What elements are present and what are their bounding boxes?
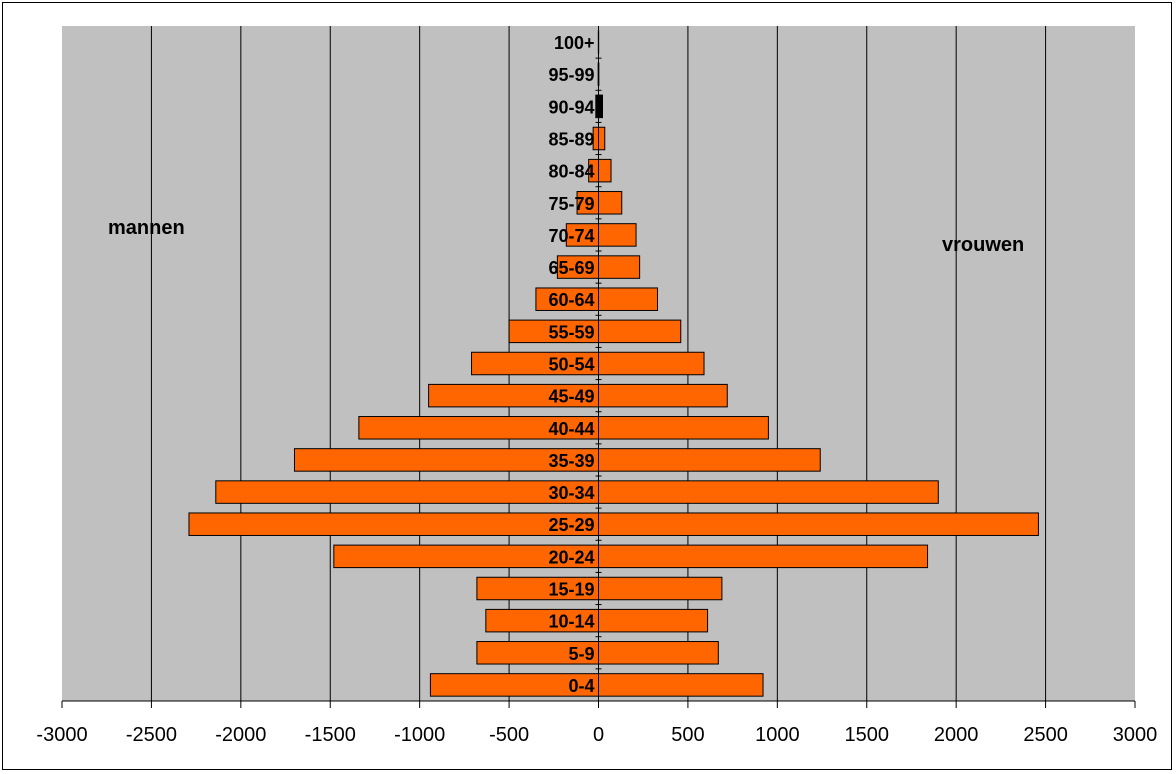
bar-vrouwen-55-59 bbox=[598, 319, 682, 344]
bar-vrouwen-45-49 bbox=[598, 383, 728, 408]
category-label: 30-34 bbox=[548, 483, 594, 503]
x-tick-label: 500 bbox=[671, 724, 704, 746]
category-label: 50-54 bbox=[548, 355, 594, 375]
bar-vrouwen-90-94 bbox=[598, 94, 603, 119]
bar-vrouwen-35-39 bbox=[598, 448, 821, 472]
bar-vrouwen-10-14 bbox=[598, 608, 709, 633]
category-label: 60-64 bbox=[548, 290, 594, 310]
x-axis: -3000 -2500 -2000 -1500 -1000 -500 0 500 1000 150… bbox=[36, 26, 1157, 746]
bar-vrouwen-70-74 bbox=[598, 223, 637, 247]
bar-vrouwen-65-69 bbox=[598, 255, 641, 279]
x-tick-label: 0 bbox=[593, 724, 604, 746]
category-labels: 0-4 5-9 10-14 15-19 20-24 25-29 30-34 35-39 40-4… bbox=[548, 33, 594, 696]
category-label: 40-44 bbox=[548, 419, 594, 439]
bar-vrouwen-75-79 bbox=[598, 191, 623, 215]
x-tick-label: 3000 bbox=[1113, 724, 1158, 746]
category-label: 80-84 bbox=[548, 162, 594, 182]
x-tick-label: -1000 bbox=[394, 724, 445, 746]
category-label: 25-29 bbox=[548, 515, 594, 535]
category-label: 100+ bbox=[554, 33, 595, 53]
category-label: 15-19 bbox=[548, 580, 594, 600]
annotation-vrouwen: vrouwen bbox=[942, 234, 1024, 256]
bar-vrouwen-25-29 bbox=[598, 512, 1039, 536]
x-tick-label: 1000 bbox=[755, 724, 800, 746]
category-label: 95-99 bbox=[548, 65, 594, 85]
annotation-mannen: mannen bbox=[108, 217, 185, 239]
x-tick-label: 2000 bbox=[934, 724, 979, 746]
category-label: 85-89 bbox=[548, 130, 594, 150]
bar-mannen-25-29 bbox=[188, 512, 599, 536]
bar-mannen-30-34 bbox=[215, 480, 599, 504]
bars bbox=[188, 30, 1039, 697]
category-label: 10-14 bbox=[548, 612, 594, 632]
category-label: 75-79 bbox=[548, 194, 594, 214]
category-label: 45-49 bbox=[548, 387, 594, 407]
category-label: 20-24 bbox=[548, 547, 594, 567]
category-label: 90-94 bbox=[548, 97, 594, 117]
bar-vrouwen-30-34 bbox=[598, 480, 939, 504]
bar-vrouwen-50-54 bbox=[598, 351, 705, 376]
bar-vrouwen-0-4 bbox=[598, 673, 764, 697]
x-tick-label: -500 bbox=[489, 724, 529, 746]
bar-vrouwen-15-19 bbox=[598, 576, 723, 601]
x-tick-label: -2000 bbox=[215, 724, 266, 746]
bar-vrouwen-80-84 bbox=[598, 158, 612, 183]
x-tick-label: 1500 bbox=[845, 724, 890, 746]
category-label: 55-59 bbox=[548, 322, 594, 342]
bar-vrouwen-5-9 bbox=[598, 641, 719, 665]
bar-vrouwen-60-64 bbox=[598, 287, 659, 311]
category-label: 70-74 bbox=[548, 226, 594, 246]
category-label: 0-4 bbox=[568, 676, 594, 696]
category-label: 65-69 bbox=[548, 258, 594, 278]
x-tick-label: 2500 bbox=[1023, 724, 1068, 746]
x-tick-label: -3000 bbox=[36, 724, 87, 746]
bar-vrouwen-40-44 bbox=[598, 416, 769, 440]
x-tick-label: -2500 bbox=[126, 724, 177, 746]
category-label: 35-39 bbox=[548, 451, 594, 471]
x-tick-label: -1500 bbox=[305, 724, 356, 746]
category-label: 5-9 bbox=[568, 644, 594, 664]
bar-vrouwen-20-24 bbox=[598, 544, 929, 569]
bar-vrouwen-85-89 bbox=[598, 126, 606, 151]
